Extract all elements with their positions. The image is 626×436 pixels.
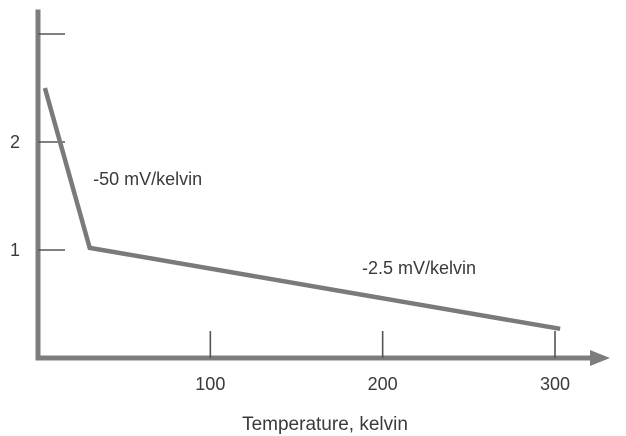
y-tick-label: 2 [10,132,20,152]
axes [35,9,610,366]
ticks: 100 200 300 1 2 [10,33,570,394]
series-line [42,87,561,332]
slope-annotation: -2.5 mV/kelvin [362,258,476,278]
y-tick-label: 1 [10,240,20,260]
x-tick-label: 100 [195,374,225,394]
x-tick-label: 300 [540,374,570,394]
x-axis-arrowhead [590,350,610,366]
plot-area [42,87,561,332]
x-axis-label: Temperature, kelvin [242,414,408,435]
slope-annotation: -50 mV/kelvin [93,169,202,189]
annotations: -50 mV/kelvin -2.5 mV/kelvin [93,169,476,278]
x-tick-label: 200 [368,374,398,394]
